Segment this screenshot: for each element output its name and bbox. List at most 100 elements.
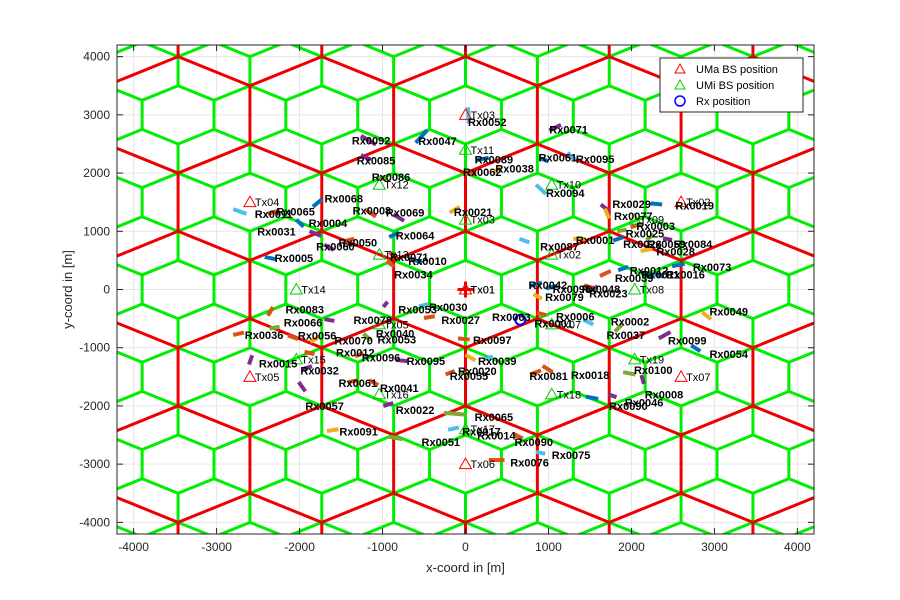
rx-track (657, 330, 672, 341)
umi-cell-edge (608, 128, 646, 146)
umi-cell-edge (141, 302, 179, 320)
umi-cell-edge (716, 215, 754, 233)
umi-cell-edge (393, 259, 431, 277)
rx-track (532, 292, 543, 301)
uma-cell-edge (752, 496, 814, 524)
umi-cell-edge (504, 520, 538, 534)
umi-cell-edge (249, 128, 287, 146)
umi-bs-label: Tx02 (557, 250, 581, 262)
uma-bs-label: Tx07 (686, 372, 710, 384)
rx-label: Rx0028 (656, 247, 695, 259)
rx-label: Rx0031 (257, 226, 296, 238)
rx-track (418, 302, 429, 309)
umi-cell-edge (117, 175, 143, 190)
umi-cell-edge (141, 346, 179, 364)
umi-cell-edge (572, 215, 610, 233)
umi-cell-edge (117, 389, 143, 404)
x-tick-label: -2000 (284, 540, 315, 554)
umi-bs-marker (544, 177, 559, 190)
rx-track (548, 122, 562, 133)
rx-track (360, 153, 372, 162)
uma-cell-edge (249, 142, 323, 175)
rx-track (378, 174, 389, 183)
umi-cell-edge (393, 346, 431, 364)
rx-label: Rx0078 (353, 315, 392, 327)
rx-track (645, 232, 656, 242)
rx-label: Rx0042 (529, 280, 568, 292)
rx-label: Rx0066 (284, 318, 323, 330)
umi-cell-edge (177, 520, 211, 534)
umi-cell-edge (357, 215, 395, 233)
uma-cell-edge (249, 404, 323, 437)
x-tick-label: 3000 (701, 540, 728, 554)
umi-cell-edge (177, 302, 215, 320)
umi-cell-edge (213, 433, 251, 451)
uma-bs-marker (243, 195, 257, 208)
rx-label: Rx0054 (709, 349, 748, 361)
umi-bs-marker (627, 282, 642, 295)
umi-cell-edge (321, 433, 359, 451)
umi-cell-edge (249, 477, 287, 495)
rx-label: Rx0005 (275, 253, 314, 265)
uma-cell-edge (393, 55, 467, 88)
umi-cell-edge (536, 477, 574, 495)
uma-cell-edge (464, 404, 538, 437)
umi-cell-edge (536, 45, 571, 59)
rx-label: Rx0012 (336, 347, 375, 359)
x-tick-label: -4000 (118, 540, 149, 554)
y-tick-label: 0 (103, 283, 110, 297)
rx-label: Rx0053 (398, 304, 437, 316)
rx-track (700, 310, 713, 321)
umi-cell-edge (608, 433, 646, 451)
umi-cell-edge (608, 520, 642, 534)
uma-cell-boundaries (117, 45, 814, 534)
rx-label: Rx0041 (380, 383, 419, 395)
rx-track (541, 364, 554, 374)
umi-cell-edge (500, 171, 538, 190)
umi-cell-edge (680, 215, 718, 233)
y-tick-label: 4000 (83, 50, 110, 64)
rx-label: Rx0046 (625, 397, 664, 409)
rx-label: Rx0057 (305, 401, 344, 413)
umi-cell-edge (213, 302, 251, 320)
umi-cell-edge (572, 477, 610, 495)
rx-track (475, 155, 490, 163)
umi-cell-edge (752, 346, 790, 364)
uma-cell-edge (752, 321, 814, 350)
umi-cell-edge (213, 259, 251, 277)
umi-bs-marker (627, 212, 642, 225)
uma-cell-edge (680, 404, 754, 437)
rx-label: Rx0089 (475, 155, 514, 167)
uma-cell-edge (536, 229, 610, 262)
rx-label: Rx0050 (339, 237, 378, 249)
umi-cell-edge (321, 520, 355, 534)
umi-cell-edge (464, 520, 499, 534)
legend: UMa BS position UMi BS position Rx positio… (659, 57, 804, 113)
umi-cell-edge (788, 389, 814, 404)
umi-cell-edge (177, 84, 215, 102)
rx-track (388, 434, 403, 442)
umi-cell-edge (680, 171, 718, 190)
rx-label: Rx0095 (576, 154, 615, 166)
umi-cell-edge (504, 45, 538, 59)
umi-cell-edge (752, 128, 790, 146)
umi-cell-edge (177, 477, 215, 495)
rx-track (294, 218, 306, 229)
uma-cell-edge (249, 491, 323, 524)
rx-track (529, 280, 543, 288)
y-tick-label: 1000 (83, 224, 110, 238)
umi-cell-edge (464, 346, 502, 364)
rx-label: Rx0062 (463, 167, 502, 179)
umi-cell-edge (500, 433, 538, 451)
umi-cell-edge (321, 45, 355, 59)
rx-track (324, 317, 335, 323)
rx-track (639, 374, 646, 385)
rx-label: Rx0071 (390, 252, 429, 264)
uma-cell-edge (321, 404, 395, 437)
umi-cell-edge (285, 477, 323, 495)
rx-label: Rx0092 (352, 135, 391, 147)
umi-cell-edge (648, 520, 682, 534)
uma-cell-edge (393, 229, 467, 262)
uma-bs-label: Tx05 (255, 372, 279, 384)
umi-bs-label: Tx09 (640, 215, 664, 227)
